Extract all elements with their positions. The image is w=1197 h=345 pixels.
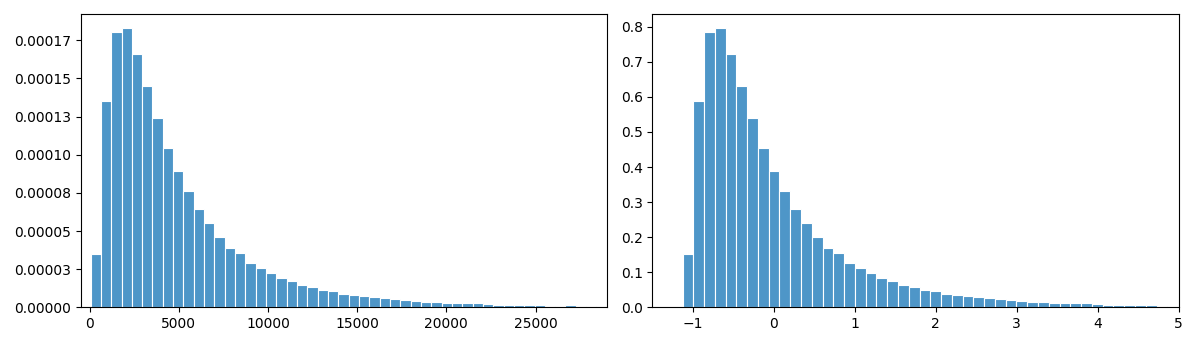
Bar (962, 296, 973, 307)
Bar (194, 209, 205, 307)
Bar (245, 263, 256, 307)
Bar (1124, 305, 1135, 307)
Bar (919, 290, 930, 307)
Bar (411, 300, 421, 307)
Bar (876, 278, 887, 307)
Bar (736, 86, 747, 307)
Bar (493, 305, 504, 307)
Bar (390, 299, 400, 307)
Bar (1059, 303, 1070, 307)
Bar (1070, 303, 1081, 307)
Bar (1135, 305, 1146, 307)
Bar (801, 223, 812, 307)
Bar (122, 28, 132, 307)
Bar (277, 278, 287, 307)
Bar (142, 86, 152, 307)
Bar (400, 300, 411, 307)
Bar (328, 291, 339, 307)
Bar (214, 237, 225, 307)
Bar (1113, 305, 1124, 307)
Bar (370, 297, 379, 307)
Bar (898, 285, 909, 307)
Bar (768, 171, 779, 307)
Bar (909, 287, 919, 307)
Bar (266, 273, 277, 307)
Bar (984, 298, 995, 307)
Bar (1005, 300, 1016, 307)
Bar (317, 290, 328, 307)
Bar (865, 273, 876, 307)
Bar (587, 306, 596, 307)
Bar (995, 299, 1005, 307)
Bar (812, 237, 822, 307)
Bar (887, 281, 898, 307)
Bar (163, 148, 174, 307)
Bar (779, 191, 790, 307)
Bar (473, 304, 482, 307)
Bar (545, 306, 555, 307)
Bar (1102, 305, 1113, 307)
Bar (339, 294, 348, 307)
Bar (256, 268, 266, 307)
Bar (693, 101, 704, 307)
Bar (715, 28, 725, 307)
Bar (747, 118, 758, 307)
Bar (101, 101, 111, 307)
Bar (91, 254, 101, 307)
Bar (1092, 304, 1102, 307)
Bar (1167, 306, 1178, 307)
Bar (174, 171, 183, 307)
Bar (482, 304, 493, 307)
Bar (576, 306, 587, 307)
Bar (952, 295, 962, 307)
Bar (431, 302, 442, 307)
Bar (833, 253, 844, 307)
Bar (111, 32, 122, 307)
Bar (596, 306, 607, 307)
Bar (704, 32, 715, 307)
Bar (152, 118, 163, 307)
Bar (822, 248, 833, 307)
Bar (379, 298, 390, 307)
Bar (682, 254, 693, 307)
Bar (205, 223, 214, 307)
Bar (930, 291, 941, 307)
Bar (1156, 306, 1167, 307)
Bar (973, 297, 984, 307)
Bar (855, 268, 865, 307)
Bar (1049, 303, 1059, 307)
Bar (535, 305, 545, 307)
Bar (1189, 306, 1197, 307)
Bar (1081, 304, 1092, 307)
Bar (462, 303, 473, 307)
Bar (442, 303, 452, 307)
Bar (725, 54, 736, 307)
Bar (183, 191, 194, 307)
Bar (1027, 302, 1038, 307)
Bar (297, 285, 308, 307)
Bar (941, 294, 952, 307)
Bar (524, 305, 535, 307)
Bar (359, 296, 370, 307)
Bar (132, 54, 142, 307)
Bar (452, 303, 462, 307)
Bar (235, 253, 245, 307)
Bar (758, 148, 768, 307)
Bar (844, 263, 855, 307)
Bar (287, 281, 297, 307)
Bar (1016, 300, 1027, 307)
Bar (421, 302, 431, 307)
Bar (308, 287, 317, 307)
Bar (565, 305, 576, 307)
Bar (1178, 305, 1189, 307)
Bar (225, 248, 235, 307)
Bar (1038, 302, 1049, 307)
Bar (514, 305, 524, 307)
Bar (1146, 305, 1156, 307)
Bar (790, 209, 801, 307)
Bar (348, 295, 359, 307)
Bar (555, 306, 565, 307)
Bar (504, 305, 514, 307)
